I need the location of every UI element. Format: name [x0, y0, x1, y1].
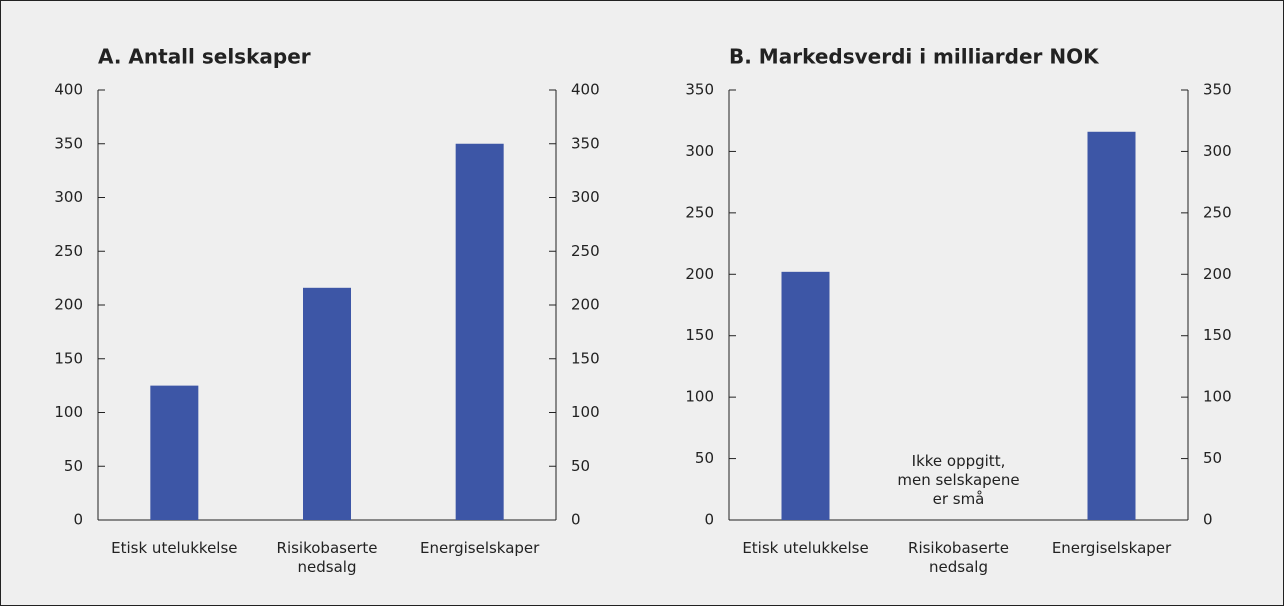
y-tick-label: 200: [54, 296, 83, 314]
y-tick-label: 250: [685, 203, 714, 221]
y2-tick-label: 0: [571, 511, 581, 529]
y-tick-label: 100: [54, 403, 83, 421]
y-tick-label: 300: [54, 188, 83, 206]
y2-tick-label: 200: [1203, 265, 1232, 283]
y-tick-label: 350: [685, 81, 714, 99]
y2-tick-label: 350: [571, 134, 600, 152]
y2-tick-label: 50: [1203, 449, 1222, 467]
y2-tick-label: 350: [1203, 81, 1232, 99]
y-tick-label: 250: [54, 242, 83, 260]
x-tick-label: Energiselskaper: [1051, 539, 1172, 557]
x-tick-label: Etisk utelukkelse: [111, 539, 238, 557]
y2-tick-label: 100: [571, 403, 600, 421]
y2-tick-label: 250: [1203, 203, 1232, 221]
y2-tick-label: 400: [571, 81, 600, 99]
y2-tick-label: 0: [1203, 511, 1213, 529]
y-tick-label: 50: [64, 457, 83, 475]
y-tick-label: 300: [685, 142, 714, 160]
bar: [303, 287, 351, 520]
bar: [781, 271, 830, 520]
bar: [150, 385, 199, 520]
y2-tick-label: 100: [1203, 388, 1232, 406]
y2-tick-label: 300: [571, 188, 600, 206]
bar: [1087, 131, 1136, 520]
y2-tick-label: 50: [571, 457, 590, 475]
y-tick-label: 50: [695, 449, 714, 467]
y2-tick-label: 250: [571, 242, 600, 260]
y-tick-label: 350: [54, 134, 83, 152]
chart-title: B. Markedsverdi i milliarder NOK: [729, 45, 1100, 69]
y2-tick-label: 300: [1203, 142, 1232, 160]
y-tick-label: 100: [685, 388, 714, 406]
y2-tick-label: 150: [571, 349, 600, 367]
y-tick-label: 150: [685, 326, 714, 344]
y-tick-label: 150: [54, 349, 83, 367]
y-tick-label: 400: [54, 81, 83, 99]
x-tick-label: Risikobaserte nedsalg: [908, 539, 1009, 576]
y-tick-label: 0: [704, 511, 714, 529]
y2-tick-label: 150: [1203, 326, 1232, 344]
chart-title: A. Antall selskaper: [98, 45, 311, 69]
x-tick-label: Etisk utelukkelse: [742, 539, 869, 557]
x-tick-label: Risikobaserte nedsalg: [276, 539, 378, 576]
y-tick-label: 200: [685, 265, 714, 283]
y-tick-label: 0: [73, 511, 83, 529]
annotation: Ikke oppgitt, men selskapene er små: [897, 452, 1020, 508]
bar: [455, 143, 504, 520]
y2-tick-label: 200: [571, 296, 600, 314]
x-tick-label: Energiselskaper: [419, 539, 540, 557]
